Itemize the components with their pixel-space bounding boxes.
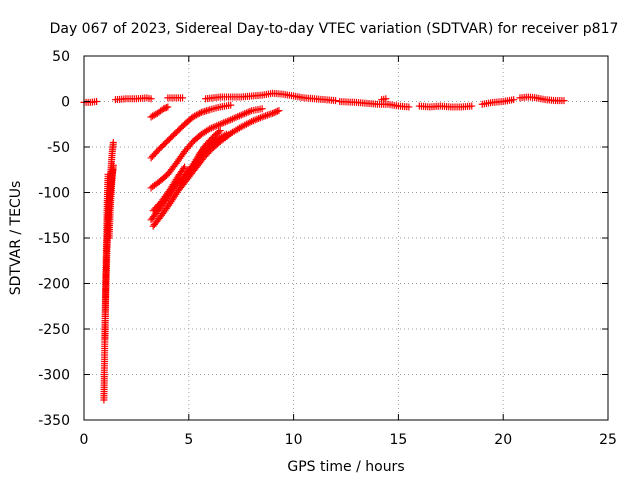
- y-tick-label: -150: [38, 231, 70, 247]
- data-point: [269, 109, 277, 117]
- data-point: [263, 111, 271, 119]
- y-tick-label: -200: [38, 277, 70, 293]
- chart-title: Day 067 of 2023, Sidereal Day-to-day VTE…: [50, 21, 619, 37]
- y-tick-label: 50: [52, 49, 70, 65]
- x-tick-label: 20: [494, 432, 512, 448]
- data-point: [258, 105, 266, 113]
- data-point: [109, 161, 117, 169]
- data-point: [405, 103, 413, 111]
- data-point: [215, 128, 223, 136]
- data-point: [93, 98, 101, 105]
- x-tick-label: 25: [599, 432, 617, 448]
- y-tick-label: 0: [61, 95, 70, 111]
- data-point: [270, 109, 278, 117]
- data-point: [181, 163, 189, 171]
- x-axis-label: GPS time / hours: [287, 459, 404, 475]
- y-tick-label: -100: [38, 186, 70, 202]
- data-point: [180, 165, 188, 173]
- data-point: [560, 97, 568, 105]
- plot-markers: [80, 89, 568, 404]
- y-axis-label: SDTVAR / TECUs: [8, 181, 24, 296]
- data-point: [272, 108, 280, 116]
- data-point: [332, 97, 340, 105]
- y-tick-label: -350: [38, 413, 70, 429]
- y-tick-label: -250: [38, 322, 70, 338]
- data-point: [164, 103, 172, 111]
- data-point: [179, 94, 187, 102]
- data-point: [109, 138, 117, 146]
- y-tick-label: -300: [38, 368, 70, 384]
- grid-lines: [84, 56, 608, 420]
- x-tick-label: 15: [389, 432, 407, 448]
- x-tick-label: 0: [80, 432, 89, 448]
- data-point: [147, 95, 155, 103]
- data-point: [273, 107, 281, 115]
- data-point: [468, 102, 476, 110]
- x-tick-label: 10: [285, 432, 303, 448]
- data-point: [162, 104, 170, 112]
- axis-ticks: 0 5 10 15 20 25 -350 -300 -250 -200 -150 -100 -50 0 50: [38, 49, 617, 448]
- data-point: [510, 96, 518, 104]
- x-tick-label: 5: [184, 432, 193, 448]
- data-point: [382, 95, 390, 103]
- data-point: [227, 101, 235, 109]
- data-point: [196, 109, 204, 117]
- data-point: [165, 201, 173, 209]
- data-point: [275, 107, 283, 115]
- data-point: [216, 127, 224, 135]
- y-tick-label: -50: [47, 140, 70, 156]
- data-point: [223, 130, 231, 138]
